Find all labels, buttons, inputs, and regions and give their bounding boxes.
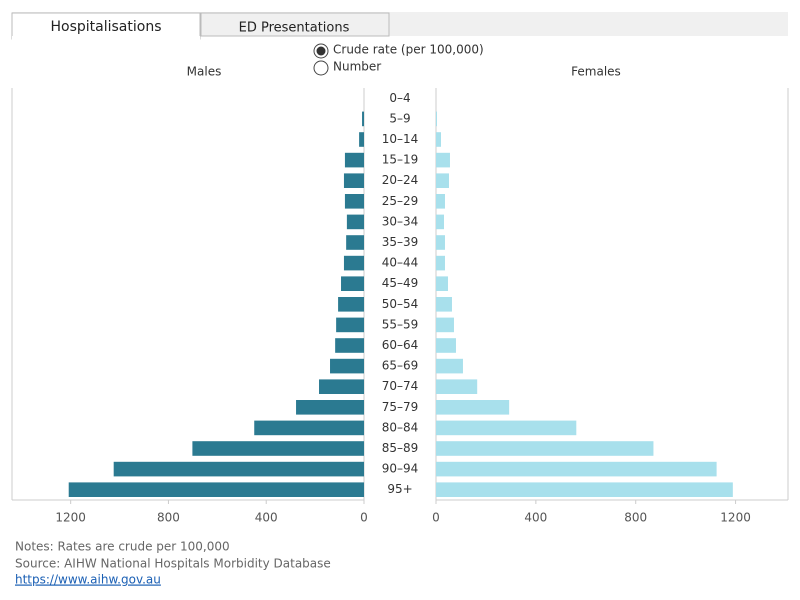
category-label: 0–4 [389,91,410,105]
panel-title: Males [187,65,222,79]
radio-dot [316,46,326,56]
bar [254,420,364,436]
panel-title: Females [571,65,621,79]
bar [344,152,364,168]
bar [336,317,364,333]
bar [335,338,364,353]
category-label: 30–34 [382,214,419,228]
bar [359,132,364,147]
bar [343,173,364,188]
x-tick-label: 1200 [55,511,86,525]
bar [436,441,654,456]
x-tick-label: 800 [624,511,647,525]
bar [338,297,364,312]
x-tick-label: 0 [432,511,440,525]
category-label: 70–74 [382,379,419,393]
category-label: 90–94 [382,462,419,476]
x-tick-label: 400 [255,511,278,525]
bar [68,482,364,497]
x-tick-label: 800 [157,511,180,525]
bar [436,338,456,353]
bar [436,400,510,415]
category-label: 55–59 [382,317,419,331]
x-tick-label: 1200 [720,511,751,525]
bar [436,111,437,127]
bar [436,297,452,312]
bar [319,379,364,394]
note: Notes: Rates are crude per 100,000 [15,540,230,554]
bar [436,276,448,291]
bar [436,461,717,477]
bar [436,214,444,230]
bar [346,214,364,230]
bar [436,317,454,333]
tab-label[interactable]: ED Presentations [239,21,350,36]
tab-mask [12,36,200,40]
x-tick-label: 0 [360,511,368,525]
bar [436,235,445,250]
category-label: 40–44 [382,256,419,270]
category-label: 80–84 [382,420,419,434]
link[interactable]: https://www.aihw.gov.au [15,573,161,587]
bar [436,132,441,147]
category-label: 65–69 [382,359,419,373]
radio-label[interactable]: Crude rate (per 100,000) [333,43,484,57]
radio-label[interactable]: Number [333,60,381,74]
category-label: 20–24 [382,173,419,187]
category-label: 75–79 [382,400,419,414]
category-label: 25–29 [382,194,419,208]
bar [436,379,478,394]
x-tick-label: 400 [524,511,547,525]
bar [296,400,364,415]
bar [436,255,445,271]
note: Source: AIHW National Hospitals Morbidit… [15,557,331,571]
bar [436,173,449,188]
category-label: 85–89 [382,441,419,455]
bar [436,482,733,497]
category-label: 10–14 [382,132,419,146]
bar [344,194,364,209]
bar [330,358,364,374]
bar [343,255,364,271]
bar [436,420,577,436]
bar [362,111,364,127]
category-label: 50–54 [382,297,419,311]
bar [341,276,364,291]
bar [436,152,450,168]
bar [192,441,364,456]
category-label: 95+ [387,482,412,496]
category-label: 35–39 [382,235,419,249]
tab[interactable] [200,12,390,37]
bar [113,461,364,477]
tab-active[interactable] [11,12,201,40]
category-label: 45–49 [382,276,419,290]
bar [346,235,364,250]
tab-label[interactable]: Hospitalisations [51,19,162,35]
bar [436,194,445,209]
category-label: 5–9 [389,111,410,125]
radio[interactable] [313,60,329,76]
bar [436,358,463,374]
category-label: 15–19 [382,153,419,167]
category-label: 60–64 [382,338,419,352]
